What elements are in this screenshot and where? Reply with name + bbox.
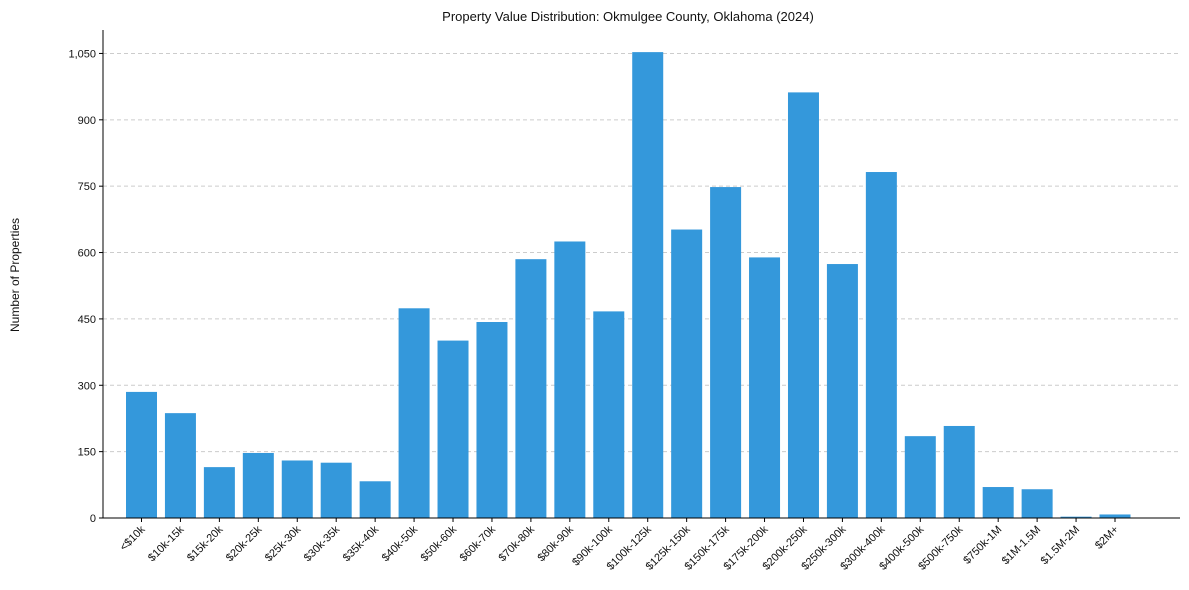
- bar: [865, 172, 897, 518]
- y-tick-label: 300: [78, 380, 96, 392]
- bar: [904, 436, 936, 518]
- bar: [1099, 514, 1131, 518]
- x-tick-label: $10k-15k: [146, 523, 187, 564]
- bar: [398, 308, 430, 518]
- bar: [281, 460, 313, 518]
- y-tick-label: 600: [78, 248, 96, 260]
- bar: [593, 311, 625, 518]
- bar: [164, 413, 196, 518]
- bars: [126, 52, 1131, 518]
- bar: [320, 462, 352, 518]
- bar: [476, 322, 508, 518]
- bar: [943, 425, 975, 518]
- y-tick-label: 1,050: [68, 48, 96, 60]
- x-tick-label: $15k-20k: [185, 523, 226, 564]
- y-tick-label: 750: [78, 181, 96, 193]
- x-tick-label: $20k-25k: [224, 523, 265, 564]
- bar: [1060, 516, 1092, 518]
- bar: [515, 259, 547, 518]
- x-tick-label: $80k-90k: [535, 523, 576, 564]
- x-tick-label: $2M+: [1093, 524, 1121, 552]
- y-tick-label: 0: [90, 513, 96, 525]
- x-tick-label: $30k-35k: [302, 523, 343, 564]
- bar: [787, 92, 819, 518]
- bar: [437, 340, 469, 518]
- bar: [1021, 489, 1053, 518]
- x-axis-ticks: <$10k$10k-15k$15k-20k$20k-25k$25k-30k$30…: [118, 518, 1121, 573]
- gridlines: [103, 52, 1180, 453]
- x-tick-label: $60k-70k: [458, 523, 499, 564]
- x-tick-label: $25k-30k: [263, 523, 304, 564]
- bar: [359, 481, 391, 518]
- x-tick-label: $35k-40k: [341, 523, 382, 564]
- bar: [554, 241, 586, 518]
- bar: [982, 487, 1014, 518]
- x-tick-label: <$10k: [118, 523, 148, 553]
- y-axis-ticks: 0 150 300 450 600 750 900 1,050: [68, 48, 103, 525]
- x-tick-label: $1M-1.5M: [1000, 524, 1044, 568]
- bar: [126, 391, 157, 518]
- x-tick-label: $70k-80k: [497, 523, 538, 564]
- bar: [749, 257, 781, 518]
- chart-title: Property Value Distribution: Okmulgee Co…: [442, 9, 814, 24]
- bar: [242, 452, 274, 518]
- bar: [203, 467, 235, 518]
- bar: [632, 52, 664, 518]
- x-tick-label: $1.5M-2M: [1039, 524, 1083, 568]
- x-tick-label: $50k-60k: [419, 523, 460, 564]
- bar: [710, 187, 742, 518]
- x-tick-label: $750k-1M: [961, 524, 1004, 567]
- y-tick-label: 900: [78, 115, 96, 127]
- y-tick-label: 150: [78, 447, 96, 459]
- x-tick-label: $40k-50k: [380, 523, 421, 564]
- bar: [671, 229, 703, 518]
- y-tick-label: 450: [78, 314, 96, 326]
- y-axis-label: Number of Properties: [8, 218, 22, 332]
- bar: [826, 264, 858, 518]
